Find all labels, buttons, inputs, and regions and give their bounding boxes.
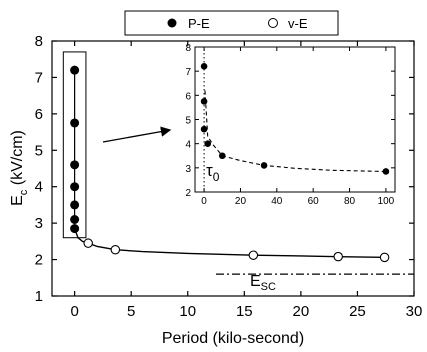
y-tick-label: 3 [35,215,43,232]
inset-y-tick-label: 2 [185,188,191,199]
pe-point [70,182,80,192]
inset-y-tick-label: 5 [185,116,191,127]
inset-y-tick-label: 8 [185,43,191,54]
legend-label-pe: P-E [188,16,210,31]
inset-y-tick-label: 6 [185,91,191,102]
x-tick-label: 20 [293,303,310,320]
x-tick-label: 5 [127,303,135,320]
inset-point [260,162,268,169]
y-axis-label-sub: c [18,189,30,195]
x-tick-label: 30 [406,303,423,320]
pe-point [70,65,80,75]
pe-point [70,160,80,170]
inset-frame [194,46,396,193]
ve-point [248,250,259,260]
y-tick-label: 7 [35,69,43,86]
x-axis-label: Period (kilo-second) [162,330,304,347]
inset-x-tick-label: 100 [378,196,395,207]
pe-point [70,200,80,210]
inset-y-tick-label: 4 [185,140,191,151]
inset-y-tick-label: 3 [185,164,191,175]
inset-point [382,168,390,175]
legend-box [124,10,339,36]
y-tick-label: 6 [35,106,43,123]
legend-label-ve: v-E [288,16,308,31]
zoom-arrow [102,126,172,143]
inset-point [204,140,212,147]
inset-x-tick-label: 80 [344,196,356,207]
inset-point [200,63,208,70]
plot-frame [51,40,415,297]
legend: P-E v-E [124,10,339,36]
esc-label-sub: SC [261,281,276,293]
x-tick-label: 10 [179,303,196,320]
inset-point [200,98,208,105]
inset-point [200,125,208,133]
zoom-box [62,51,87,239]
y-tick-label: 2 [35,252,43,269]
y-tick-label: 5 [35,142,43,159]
y-axis-label-main: E [9,195,26,206]
inset-y-tick-label: 7 [185,67,191,78]
pe-point [70,224,80,234]
y-tick-label: 4 [35,179,43,196]
ve-point [333,251,343,262]
inset-tau-sub: 0 [213,170,220,184]
pe-point [70,215,80,224]
main-marks [62,51,414,275]
esc-label: ESC [250,273,276,293]
inset-tau-main: τ [206,161,213,180]
inset-x-tick-label: 20 [235,196,247,207]
legend-marker-filled [167,18,177,28]
pe-point [70,118,80,128]
inset-ticks: 0 20 40 60 80 100 2 3 4 5 6 7 8 [185,43,395,207]
inset-x-tick-label: 0 [201,196,207,207]
x-tick-label: 0 [70,303,78,320]
inset-x-tick-label: 40 [271,196,283,207]
x-tick-label: 15 [236,303,253,320]
inset-fit-curve [204,90,386,173]
y-axis-label: Ec (kV/cm) [9,130,30,206]
y-axis-label-unit: (kV/cm) [9,130,26,190]
legend-marker-open [268,18,278,28]
inset-point [218,152,226,160]
y-tick-label: 8 [35,33,43,50]
y-tick-label: 1 [35,288,43,305]
ve-point [83,238,93,248]
fit-curve [73,228,385,259]
ve-point [110,244,121,255]
x-tick-label: 25 [349,303,366,320]
inset-tau-label: τ0 [206,161,220,184]
esc-label-main: E [250,273,261,290]
ve-point [379,252,390,263]
inset-marks [200,49,390,192]
inset-x-tick-label: 60 [308,196,320,207]
